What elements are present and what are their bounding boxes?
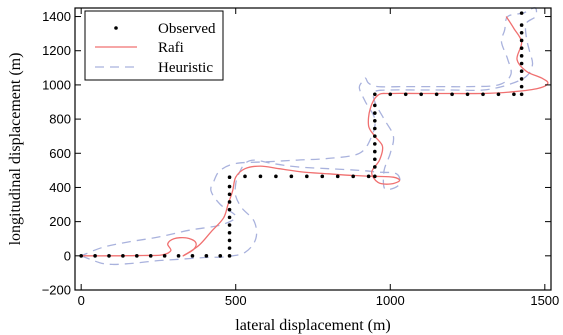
data-point-observed (204, 254, 209, 258)
legend: Observed Rafi Heuristic (84, 10, 224, 81)
y-tick-label: 1200 (42, 43, 71, 58)
plot-frame (74, 7, 552, 291)
y-tick-label: 400 (49, 180, 71, 195)
data-point-observed (373, 119, 377, 123)
data-point-observed (227, 184, 232, 189)
data-point-observed (227, 246, 232, 250)
data-point-observed (227, 230, 232, 235)
data-point-observed (373, 134, 377, 138)
data-point-observed (243, 174, 247, 179)
data-point-observed (373, 92, 377, 97)
series-line-heuristic (80, 7, 538, 266)
data-point-observed (519, 69, 524, 74)
data-point-observed (227, 215, 232, 220)
data-point-observed (388, 92, 393, 97)
data-point-observed (227, 192, 232, 197)
data-point-observed (335, 174, 340, 179)
data-point-observed (258, 174, 263, 179)
data-point-observed (107, 254, 111, 258)
data-point-observed (519, 23, 524, 27)
data-point-observed (305, 174, 309, 179)
series-observed (79, 11, 524, 258)
data-point-observed (373, 157, 377, 162)
data-point-observed (519, 92, 524, 97)
data-point-observed (176, 254, 181, 258)
data-point-observed (519, 38, 524, 43)
data-point-observed (320, 174, 325, 179)
data-point-observed (373, 165, 377, 169)
data-point-observed (227, 238, 232, 243)
data-point-observed (93, 254, 97, 258)
series-layer (79, 7, 549, 266)
data-point-observed (519, 54, 524, 58)
data-point-observed (419, 92, 423, 97)
data-point-observed (519, 11, 524, 15)
data-point-observed (227, 207, 232, 212)
data-point-observed (227, 254, 232, 258)
data-point-observed (519, 30, 524, 35)
y-tick-label: 1400 (42, 9, 71, 24)
x-tick-label: 1500 (530, 293, 559, 308)
legend-label-rafi: Rafi (158, 40, 184, 56)
y-tick-label: 800 (49, 112, 71, 127)
data-point-observed (366, 174, 371, 179)
data-point-observed (373, 149, 377, 154)
data-point-observed (373, 111, 377, 115)
y-tick-label: 200 (49, 214, 71, 229)
data-point-observed (135, 254, 139, 258)
legend-label-observed: Observed (158, 21, 216, 37)
data-point-observed (519, 61, 524, 66)
data-point-observed (227, 200, 232, 204)
x-axis-label: lateral displacement (m) (235, 317, 390, 334)
data-point-observed (403, 92, 408, 97)
x-tick-label: 1000 (376, 293, 405, 308)
data-point-observed (148, 254, 153, 258)
x-tick-label: 500 (225, 293, 247, 308)
data-point-observed (512, 92, 516, 97)
data-point-observed (121, 254, 125, 258)
data-point-observed (519, 46, 524, 50)
data-point-observed (274, 174, 278, 179)
data-point-observed (519, 77, 524, 81)
data-point-observed (450, 92, 454, 97)
data-point-observed (373, 103, 377, 108)
data-point-observed (289, 174, 294, 179)
legend-box (84, 10, 224, 81)
ticks-layer: 0 500 1000 1500 −200 0 200 400 600 800 1000 1200 140… (42, 8, 559, 308)
y-tick-label: −200 (42, 283, 71, 298)
data-point-observed (373, 174, 377, 179)
data-point-observed (496, 92, 501, 97)
data-point-observed (351, 174, 355, 179)
data-point-observed (373, 142, 377, 146)
legend-item-rafi: Rafi (95, 40, 184, 56)
series-line-rafi (81, 16, 549, 257)
data-point-observed (162, 254, 167, 258)
y-tick-label: 600 (49, 146, 71, 161)
data-point-observed (227, 223, 232, 227)
legend-item-observed: Observed (114, 21, 216, 37)
data-point-observed (519, 84, 524, 89)
legend-swatch-observed (114, 26, 118, 30)
data-point-observed (79, 254, 83, 258)
data-point-observed (373, 126, 377, 131)
legend-item-heuristic: Heuristic (95, 60, 213, 76)
x-tick-label: 0 (78, 293, 85, 308)
y-tick-label: 1000 (42, 77, 71, 92)
data-point-observed (434, 92, 439, 97)
data-point-observed (227, 175, 232, 179)
data-point-observed (190, 254, 195, 258)
y-tick-label: 0 (64, 248, 71, 263)
data-point-observed (465, 92, 470, 97)
data-point-observed (218, 254, 223, 258)
y-axis-label: longitudinal displacement (m) (7, 53, 24, 246)
legend-label-heuristic: Heuristic (158, 60, 213, 76)
data-point-observed (481, 92, 485, 97)
